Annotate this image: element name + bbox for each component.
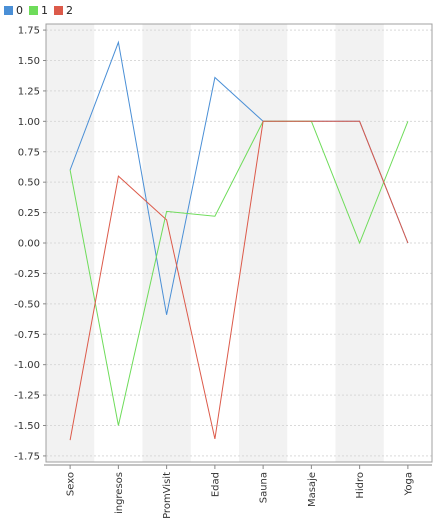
series-line-2 <box>69 120 409 441</box>
series-lines <box>69 40 409 441</box>
y-tick-label: -0.25 <box>14 269 40 280</box>
y-tick-label: 1.25 <box>18 86 40 97</box>
y-tick-label: -0.50 <box>14 299 40 310</box>
series-line-1 <box>69 120 409 426</box>
legend-swatch <box>54 5 63 15</box>
legend-label: 1 <box>41 3 48 17</box>
y-tick-label: 0.00 <box>18 239 40 250</box>
legend-label: 2 <box>66 3 73 17</box>
y-tick-label: -0.75 <box>14 330 40 341</box>
y-axis: 1.75 1.50 1.25 1.00 0.75 0.50 0.25 0.00 -0.25 -0.… <box>14 26 46 462</box>
legend-item-2: 2 <box>54 4 73 17</box>
legend-swatch <box>29 5 38 15</box>
y-tick-label: 0.25 <box>18 208 40 219</box>
y-tick-label: -1.75 <box>14 451 40 462</box>
x-tick-label: PromVisit <box>162 472 173 519</box>
x-tick-label: ingresos <box>114 472 125 514</box>
legend-swatch <box>4 5 13 15</box>
grid-lines <box>46 29 432 457</box>
y-tick-label: 1.00 <box>18 117 40 128</box>
x-tick-label: Masaje <box>307 472 318 507</box>
x-tick-label: Edad <box>210 472 221 497</box>
y-tick-label: 1.75 <box>18 26 40 37</box>
y-tick-label: -1.25 <box>14 391 40 402</box>
y-tick-label: 0.75 <box>18 147 40 158</box>
legend-item-1: 1 <box>29 4 48 17</box>
x-tick-label: Hidro <box>355 472 366 499</box>
legend: 0 1 2 <box>4 3 73 17</box>
y-tick-label: 1.50 <box>18 56 40 67</box>
y-tick-label: 0.50 <box>18 178 40 189</box>
legend-label: 0 <box>16 3 23 17</box>
x-tick-label: Sauna <box>259 472 270 503</box>
x-tick-label: Yoga <box>403 472 414 496</box>
x-axis: Sexo ingresos PromVisit Edad Sauna Masaje Hidr… <box>66 465 414 519</box>
y-tick-label: -1.00 <box>14 360 40 371</box>
legend-item-0: 0 <box>4 4 23 17</box>
y-tick-label: -1.50 <box>14 421 40 432</box>
x-tick-label: Sexo <box>66 472 77 496</box>
